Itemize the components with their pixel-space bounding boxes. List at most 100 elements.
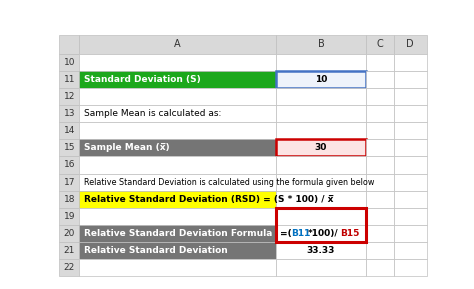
- Text: 21: 21: [64, 246, 75, 255]
- Bar: [366, 122, 393, 139]
- Text: 14: 14: [64, 126, 75, 135]
- Bar: [59, 191, 80, 208]
- Bar: [59, 242, 80, 259]
- Bar: [393, 88, 427, 105]
- Bar: [366, 71, 393, 88]
- Bar: [393, 53, 427, 71]
- Bar: [80, 35, 276, 53]
- Bar: [393, 225, 427, 242]
- Text: =(: =(: [281, 229, 292, 238]
- Bar: [59, 156, 80, 173]
- Bar: [80, 208, 276, 225]
- Text: 19: 19: [64, 212, 75, 221]
- Bar: [80, 156, 276, 173]
- Bar: [393, 156, 427, 173]
- Bar: [59, 88, 80, 105]
- Bar: [366, 208, 393, 225]
- Bar: [59, 71, 80, 88]
- Bar: [276, 35, 366, 53]
- Bar: [366, 173, 393, 191]
- Bar: [276, 242, 366, 259]
- Bar: [276, 156, 366, 173]
- Text: 17: 17: [64, 178, 75, 187]
- Bar: [366, 53, 393, 71]
- Bar: [393, 191, 427, 208]
- Text: 16: 16: [64, 160, 75, 169]
- Bar: [366, 242, 393, 259]
- Bar: [80, 242, 276, 259]
- Text: B15: B15: [340, 229, 360, 238]
- Bar: [59, 139, 80, 156]
- Bar: [393, 242, 427, 259]
- Bar: [80, 53, 276, 71]
- Bar: [276, 173, 366, 191]
- Bar: [59, 173, 80, 191]
- Bar: [80, 191, 276, 208]
- Text: B: B: [318, 39, 324, 49]
- Text: *100)/: *100)/: [308, 229, 338, 238]
- Text: 10: 10: [315, 75, 327, 84]
- Text: Relative Standard Deviation is calculated using the formula given below: Relative Standard Deviation is calculate…: [84, 178, 374, 187]
- Text: Sample Mean (x̅): Sample Mean (x̅): [84, 143, 170, 152]
- Bar: [80, 71, 276, 88]
- Bar: [80, 105, 276, 122]
- Bar: [393, 139, 427, 156]
- Bar: [80, 88, 276, 105]
- Bar: [276, 139, 366, 156]
- Bar: [276, 105, 366, 122]
- Bar: [276, 139, 366, 156]
- Bar: [276, 88, 366, 105]
- Text: Relative Standard Deviation Formula: Relative Standard Deviation Formula: [84, 229, 272, 238]
- Bar: [80, 122, 276, 139]
- Text: C: C: [376, 39, 383, 49]
- Bar: [276, 225, 366, 242]
- Bar: [366, 139, 393, 156]
- Bar: [393, 35, 427, 53]
- Bar: [276, 71, 366, 88]
- Text: D: D: [406, 39, 414, 49]
- Bar: [366, 35, 393, 53]
- Bar: [393, 173, 427, 191]
- Bar: [59, 208, 80, 225]
- Bar: [366, 259, 393, 276]
- Bar: [59, 259, 80, 276]
- Bar: [393, 122, 427, 139]
- Bar: [366, 156, 393, 173]
- Text: 15: 15: [64, 143, 75, 152]
- Bar: [366, 88, 393, 105]
- Bar: [276, 71, 366, 88]
- Text: 30: 30: [315, 143, 327, 152]
- Bar: [366, 225, 393, 242]
- Bar: [276, 191, 366, 208]
- Bar: [393, 208, 427, 225]
- Bar: [366, 105, 393, 122]
- Bar: [276, 53, 366, 71]
- Bar: [393, 71, 427, 88]
- Bar: [59, 35, 80, 53]
- Bar: [276, 208, 366, 225]
- Text: Standard Deviation (S): Standard Deviation (S): [84, 75, 201, 84]
- Text: Relative Standard Deviation: Relative Standard Deviation: [84, 246, 228, 255]
- Text: Relative Standard Deviation (RSD) = (S * 100) / x̅: Relative Standard Deviation (RSD) = (S *…: [84, 195, 333, 204]
- Bar: [59, 105, 80, 122]
- Text: 10: 10: [64, 58, 75, 67]
- Text: 18: 18: [64, 195, 75, 204]
- Text: 33.33: 33.33: [307, 246, 335, 255]
- Bar: [276, 122, 366, 139]
- Text: B11: B11: [291, 229, 310, 238]
- Text: 11: 11: [64, 75, 75, 84]
- Bar: [80, 225, 276, 242]
- Bar: [276, 259, 366, 276]
- Text: A: A: [174, 39, 181, 49]
- Bar: [80, 259, 276, 276]
- Text: Sample Mean is calculated as:: Sample Mean is calculated as:: [84, 109, 221, 118]
- Bar: [80, 139, 276, 156]
- Text: 22: 22: [64, 263, 75, 272]
- Bar: [59, 225, 80, 242]
- Bar: [59, 122, 80, 139]
- Bar: [80, 173, 276, 191]
- Bar: [393, 105, 427, 122]
- Bar: [366, 191, 393, 208]
- Bar: [276, 208, 366, 242]
- Text: 13: 13: [64, 109, 75, 118]
